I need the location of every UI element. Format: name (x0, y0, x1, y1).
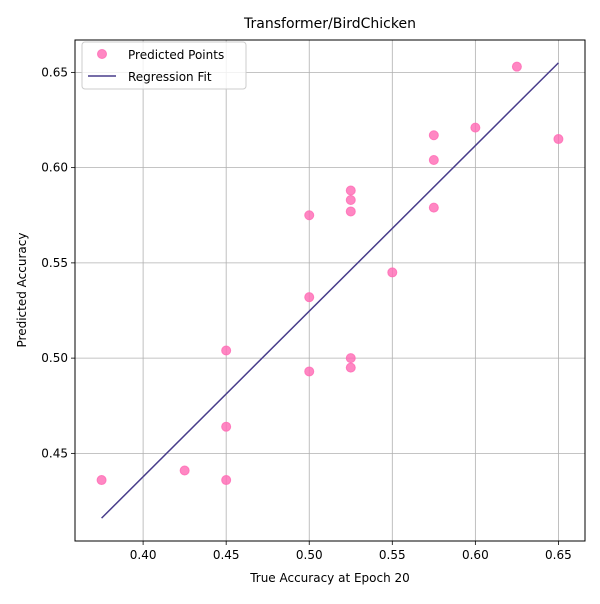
y-tick-label: 0.50 (41, 351, 68, 365)
regression-fit-line (101, 62, 559, 519)
x-tick-label: 0.60 (462, 548, 489, 562)
chart-title: Transformer/BirdChicken (243, 16, 416, 32)
y-axis-ticks: 0.45 0.50 0.55 0.60 0.65 (41, 65, 75, 460)
data-point (511, 61, 522, 72)
data-point (345, 195, 356, 206)
x-axis-ticks: 0.40 0.45 0.50 0.55 0.60 0.65 (130, 541, 572, 562)
legend-label-regression-fit: Regression Fit (128, 70, 212, 84)
data-point (345, 185, 356, 196)
data-point (428, 130, 439, 141)
data-point (470, 122, 481, 133)
y-tick-label: 0.55 (41, 256, 68, 270)
data-point (96, 475, 107, 486)
x-tick-label: 0.50 (296, 548, 323, 562)
x-tick-label: 0.55 (379, 548, 406, 562)
legend-label-predicted-points: Predicted Points (128, 48, 224, 62)
data-point (179, 465, 190, 476)
data-point (428, 155, 439, 166)
legend-box (81, 41, 247, 90)
data-point (304, 366, 315, 377)
x-tick-label: 0.40 (130, 548, 157, 562)
data-point (221, 475, 232, 486)
regression-layer (101, 62, 559, 519)
data-point (345, 206, 356, 217)
data-point (304, 210, 315, 221)
legend-marker-predicted-points (97, 49, 107, 59)
data-point (304, 292, 315, 303)
data-point (345, 362, 356, 373)
y-tick-label: 0.45 (41, 446, 68, 460)
x-tick-label: 0.65 (545, 548, 572, 562)
points-layer (96, 61, 564, 486)
data-point (221, 421, 232, 432)
y-tick-label: 0.60 (41, 161, 68, 175)
data-point (221, 345, 232, 356)
y-tick-label: 0.65 (41, 65, 68, 79)
data-point (553, 134, 564, 145)
legend: Predicted Points Regression Fit (81, 41, 247, 90)
x-axis-label: True Accuracy at Epoch 20 (249, 571, 410, 585)
data-point (428, 202, 439, 213)
data-point (345, 353, 356, 364)
y-axis-label: Predicted Accuracy (15, 233, 29, 348)
plot-frame (74, 39, 586, 542)
data-point (387, 267, 398, 278)
x-tick-label: 0.45 (213, 548, 240, 562)
